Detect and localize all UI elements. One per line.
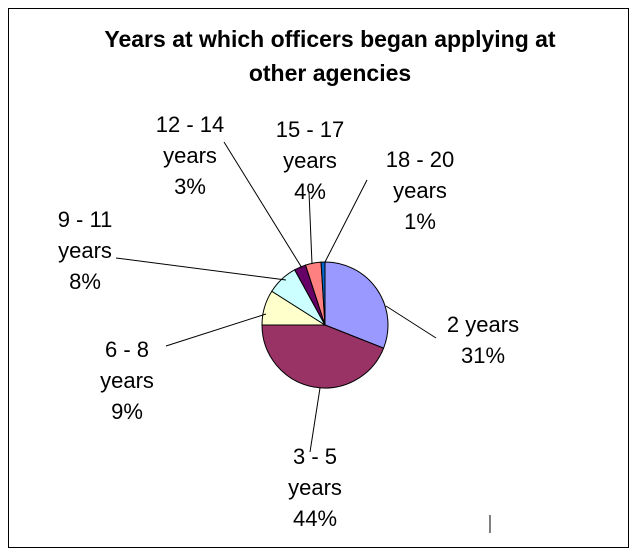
category-label: 6 - 8 years [100, 336, 154, 393]
percent-label: 3% [174, 173, 206, 199]
chart-title: Years at which officers began applying a… [104, 26, 556, 86]
leader-line [309, 387, 321, 453]
percent-label: 9% [111, 398, 143, 424]
category-label: 9 - 11 years [57, 206, 113, 263]
data-label: 18 - 20 years 1% [370, 144, 470, 237]
category-label: 3 - 5 years [288, 443, 342, 500]
category-label: 18 - 20 years [385, 146, 455, 203]
pie-slice [261, 324, 385, 389]
chart [115, 141, 491, 533]
leader-line [308, 191, 313, 265]
data-label: 6 - 8 years 9% [77, 334, 177, 427]
percent-label: 8% [69, 268, 101, 294]
percent-label: 4% [294, 178, 326, 204]
pie-slice [324, 261, 389, 349]
leader-line [324, 179, 368, 263]
percent-label: 44% [292, 505, 338, 531]
data-label: 2 years 31% [433, 309, 533, 371]
category-label: 15 - 17 years [275, 116, 345, 173]
leader-line [385, 305, 437, 339]
pie-slice [320, 261, 326, 326]
data-label: 3 - 5 years 44% [265, 441, 365, 534]
data-label: 15 - 17 years 4% [260, 114, 360, 207]
category-label: 2 years [446, 312, 520, 337]
percent-label: 31% [460, 343, 506, 368]
data-label: 9 - 11 years 8% [35, 204, 135, 297]
leader-line [165, 313, 267, 347]
category-label: 12 - 14 years [155, 111, 225, 168]
page: Years at which officers began applying a… [8, 8, 629, 548]
data-label: 12 - 14 years 3% [140, 109, 240, 202]
percent-label: 1% [404, 208, 436, 234]
leader-line [115, 257, 287, 281]
leader-line [223, 141, 303, 269]
